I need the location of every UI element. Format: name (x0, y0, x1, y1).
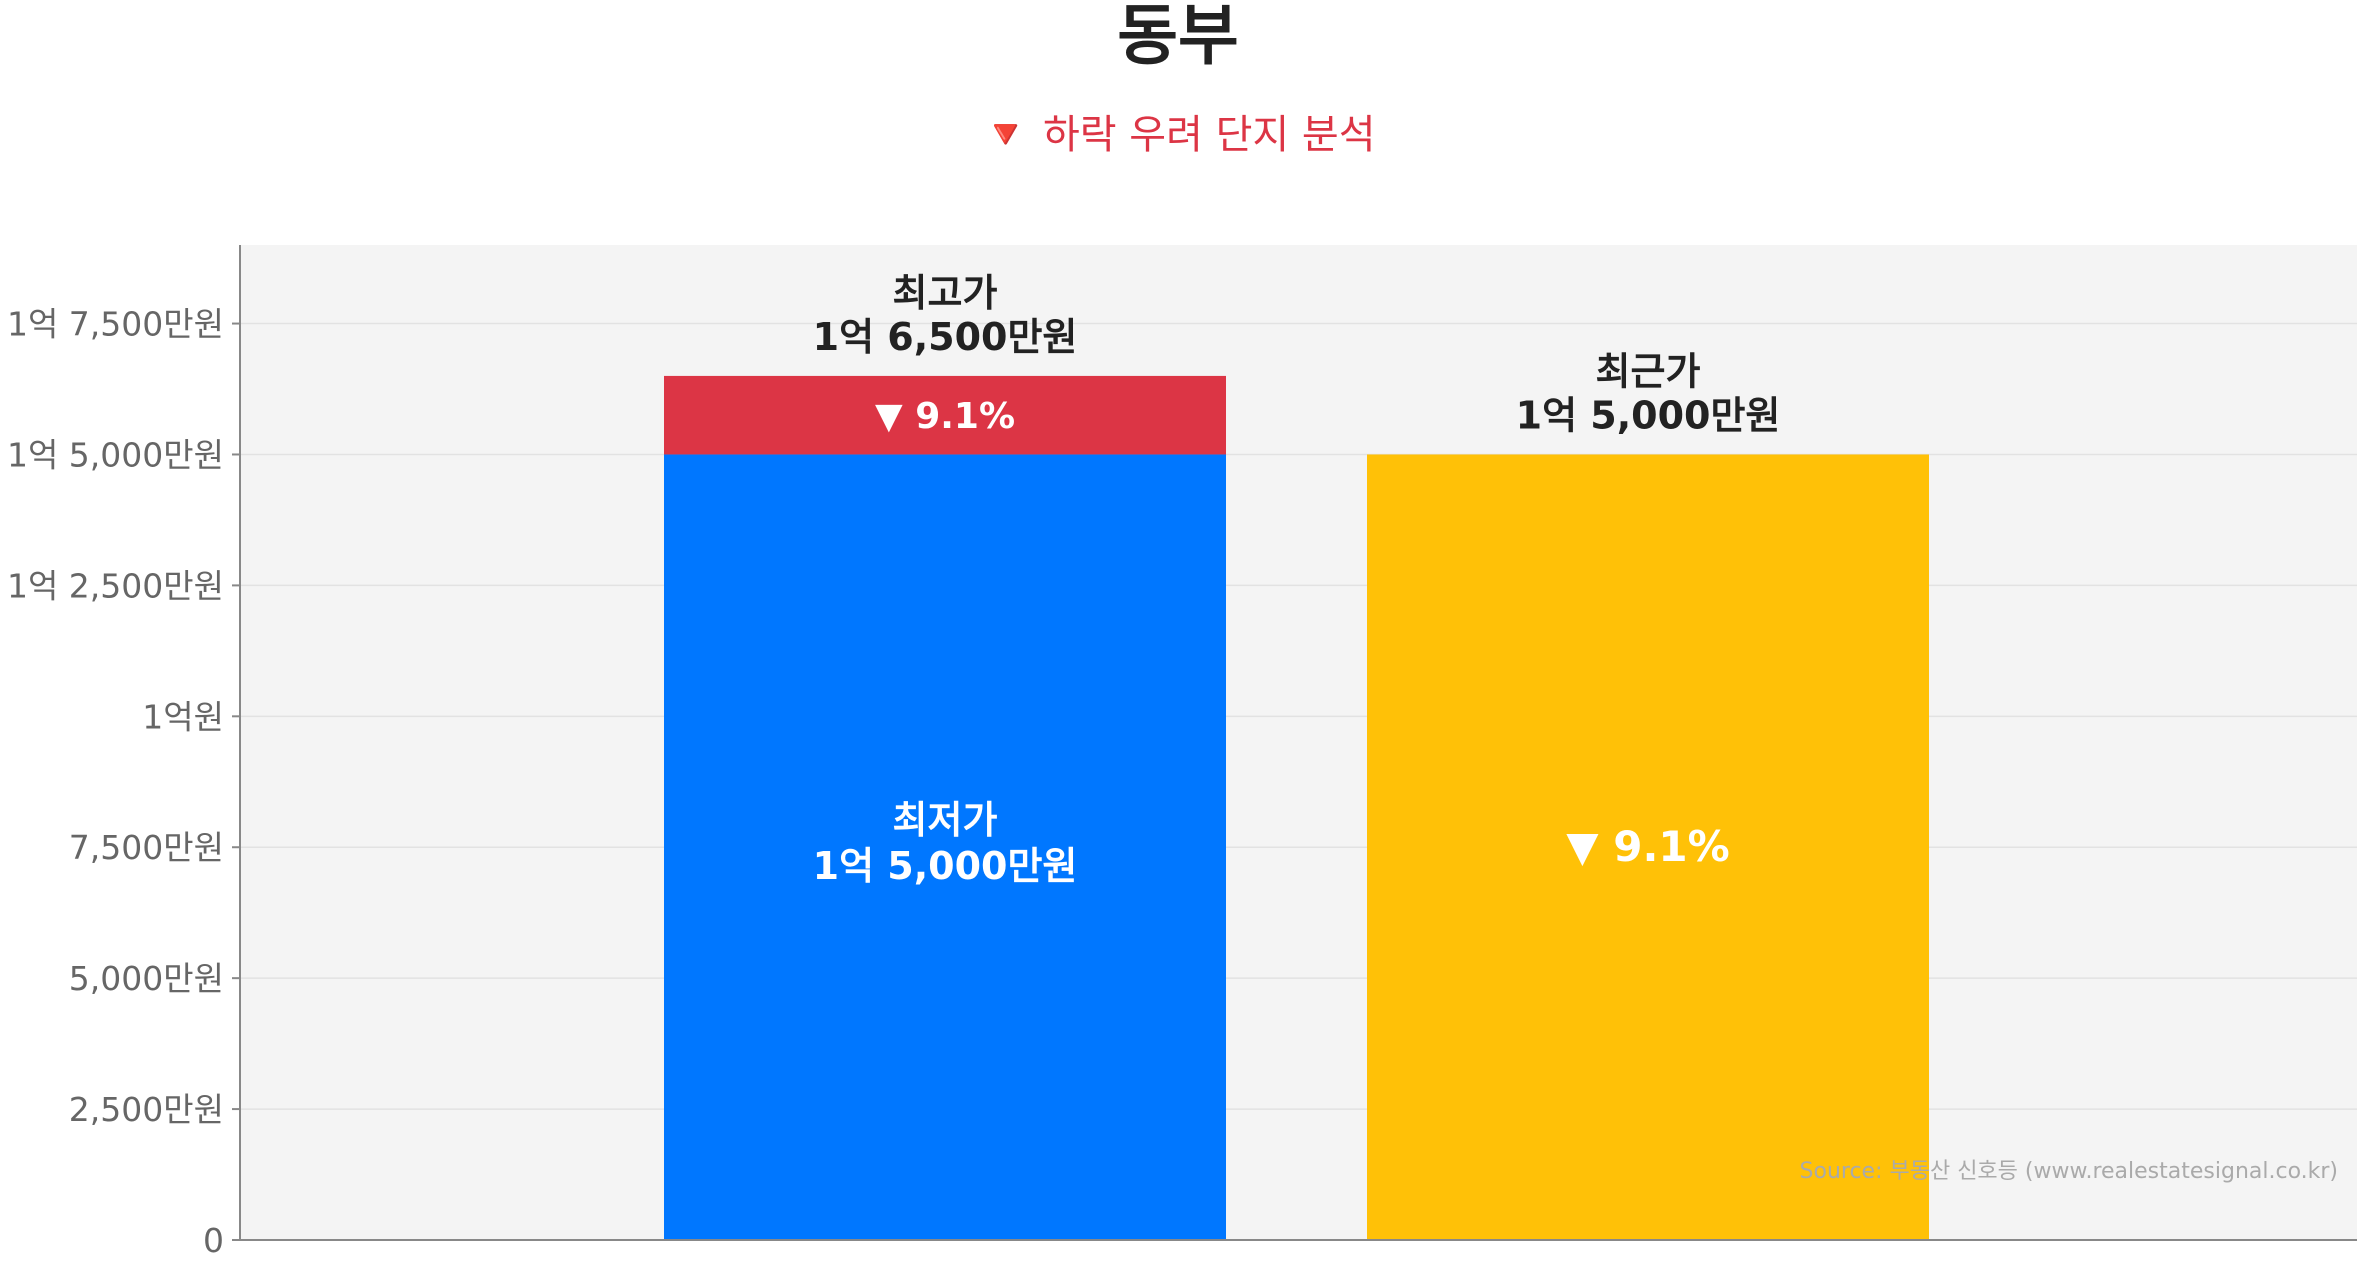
highest-price-value: 1억 6,500만원 (813, 315, 1078, 359)
y-tick-label: 0 (203, 1221, 224, 1260)
recent-diff-label: ▼ 9.1% (1566, 822, 1729, 871)
y-tick-label: 1억 2,500만원 (7, 566, 224, 605)
bar-increment-highest-price (664, 375, 1226, 455)
plot-background (240, 245, 2357, 1240)
grid-lines (240, 322, 2357, 1110)
y-tick-label: 7,500만원 (69, 828, 224, 867)
y-tick-label: 1억 5,000만원 (7, 435, 224, 474)
y-tick-label: 1억원 (142, 697, 224, 736)
y-tick-label: 5,000만원 (69, 959, 224, 998)
recent-price-value: 1억 5,000만원 (1516, 393, 1781, 437)
y-tick-label: 2,500만원 (69, 1090, 224, 1129)
chart-subtitle: 🔻 하락 우려 단지 분석 (980, 112, 1375, 158)
axes: 0 2,500만원 5,000만원 7,500만원 1억원 1억 2,500만원 1억 5,… (7, 245, 2357, 1260)
bar-lowest-price (664, 454, 1226, 1240)
diff-label: ▼ 9.1% (875, 396, 1015, 437)
bar-recent-price (1367, 454, 1929, 1240)
lowest-price-value: 1억 5,000만원 (813, 844, 1078, 888)
lowest-price-label: 최저가 (893, 798, 998, 842)
y-tick-label: 1억 7,500만원 (7, 305, 224, 344)
highest-price-label: 최고가 (893, 271, 998, 315)
chart-title: 동부 (1117, 0, 1238, 74)
bars (664, 375, 1929, 1240)
source-note: Source: 부동산 신호등 (www.realestatesignal.co… (1800, 1159, 2338, 1184)
recent-price-label: 최근가 (1596, 349, 1701, 393)
